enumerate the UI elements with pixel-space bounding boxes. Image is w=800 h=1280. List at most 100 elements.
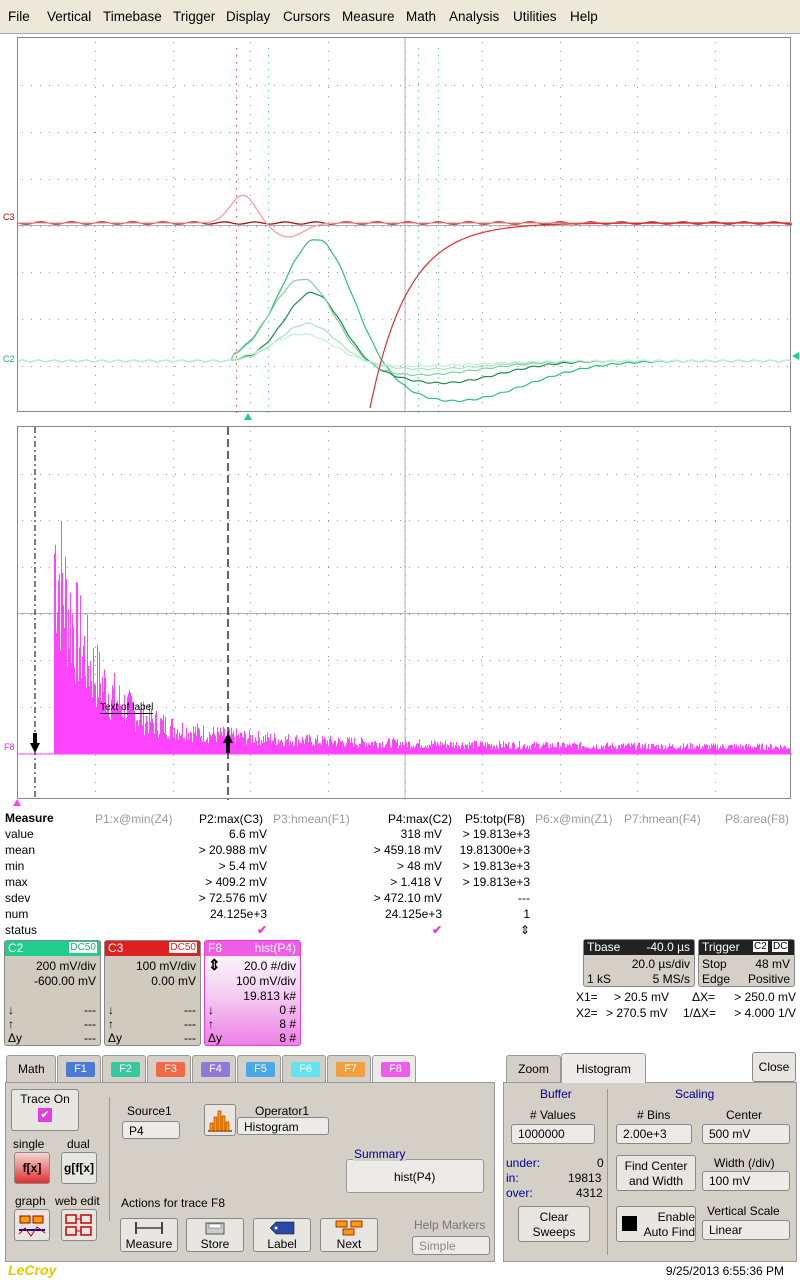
timebase-samples: 1 kS	[587, 972, 612, 986]
menu-utilities[interactable]: Utilities	[513, 9, 557, 24]
f8-descriptor[interactable]: F8 hist(P4) ⇕ 20.0 #/div 100 mV/div 19.8…	[204, 940, 301, 1046]
menu-cursors[interactable]: Cursors	[283, 9, 331, 24]
measure-row-label: status	[5, 923, 38, 937]
measure-header-p8[interactable]: P8:area(F8)	[725, 812, 790, 826]
measure-header-p2[interactable]: P2:max(C3)	[199, 812, 264, 826]
menu-help[interactable]: Help	[570, 9, 598, 24]
vertical-scale-label: Vertical Scale	[707, 1204, 780, 1218]
menu-display[interactable]: Display	[226, 9, 271, 24]
bins-field[interactable]: 2.00e+3	[616, 1124, 692, 1144]
timebase-delay: -40.0 µs	[646, 940, 690, 954]
source1-field[interactable]: P4	[122, 1121, 180, 1139]
dual-function-button[interactable]: g[f[x]	[61, 1152, 97, 1184]
math-tab-f5[interactable]: F5	[237, 1055, 281, 1083]
c2-up: ---	[84, 1017, 96, 1031]
c3-descriptor[interactable]: C3 DC50 100 mV/div 0.00 mV ↓ --- ↑ --- Δ…	[104, 940, 201, 1046]
f8-trace-label[interactable]: F8	[4, 742, 15, 752]
enable-auto-find-button[interactable]: Enable Auto Find	[616, 1206, 696, 1242]
math-tab-f7[interactable]: F7	[327, 1055, 371, 1083]
vertical-scale-field[interactable]: Linear	[702, 1220, 790, 1240]
measure-header-p1[interactable]: P1:x@min(Z4)	[95, 812, 173, 826]
math-tab-f6[interactable]: F6	[282, 1055, 326, 1083]
buffer-label: Buffer	[540, 1087, 572, 1101]
store-button[interactable]: Store	[186, 1218, 244, 1252]
c3-dy: ---	[184, 1031, 196, 1045]
single-label: single	[13, 1137, 45, 1151]
math-setup-panel: Trace On ✔ single dual f[x] g[f[x] graph…	[5, 1082, 495, 1262]
tab-zoom[interactable]: Zoom	[506, 1055, 561, 1083]
tab-histogram-label: Histogram	[576, 1062, 631, 1076]
trigger-time-marker[interactable]	[244, 413, 252, 420]
c2-offset: -600.00 mV	[33, 974, 96, 988]
math-tab-chip: F5	[246, 1062, 275, 1077]
find-center-width-label: Find Center and Width	[624, 1159, 688, 1188]
graph-button[interactable]	[14, 1209, 50, 1241]
measure-header-p3[interactable]: P3:hmean(F1)	[273, 812, 350, 826]
menu-vertical[interactable]: Vertical	[47, 9, 92, 24]
c2-descriptor[interactable]: C2 DC50 200 mV/div -600.00 mV ↓ --- ↑ --…	[4, 940, 101, 1046]
values-field[interactable]: 1000000	[511, 1124, 595, 1144]
menu-bar: File Vertical Timebase Trigger Display Cursor…	[0, 0, 800, 34]
f8-name: F8	[208, 941, 223, 955]
waveform-grid[interactable]	[17, 37, 792, 413]
close-button[interactable]: Close	[752, 1052, 796, 1082]
under-label: under:	[506, 1156, 541, 1170]
f8-vertical-adjust-icon[interactable]: ⇕	[208, 957, 221, 974]
f8-dy: 8 #	[279, 1031, 296, 1045]
measure-header-p6[interactable]: P6:x@min(Z1)	[535, 812, 613, 826]
single-function-button[interactable]: f[x]	[14, 1152, 50, 1184]
menu-file[interactable]: File	[8, 9, 30, 24]
trigger-descriptor[interactable]: Trigger C2 DC Stop 48 mV Edge Positive	[698, 939, 795, 987]
measure-cell: ✔	[431, 923, 442, 937]
math-tab-f8[interactable]: F8	[372, 1055, 416, 1083]
histogram-annotation[interactable]: Text of label	[100, 702, 154, 714]
source1-label: Source1	[127, 1104, 172, 1118]
measure-title[interactable]: Measure	[5, 811, 54, 825]
measure-header-p5[interactable]: P5:totp(F8)	[465, 812, 526, 826]
width-field[interactable]: 100 mV	[702, 1171, 790, 1191]
measure-header-p7[interactable]: P7:hmean(F4)	[624, 812, 701, 826]
measure-cell: > 72.576 mV	[198, 891, 267, 905]
timebase-tdiv: 20.0 µs/div	[631, 957, 690, 971]
f8-func: hist(P4)	[254, 941, 296, 955]
math-tab-f3[interactable]: F3	[147, 1055, 191, 1083]
operator1-label: Operator1	[255, 1104, 310, 1118]
menu-measure[interactable]: Measure	[342, 9, 395, 24]
trace-on-toggle[interactable]: Trace On ✔	[11, 1089, 79, 1131]
tab-histogram[interactable]: Histogram	[561, 1053, 646, 1083]
histogram-bars	[54, 520, 790, 754]
clear-sweeps-button[interactable]: Clear Sweeps	[518, 1206, 590, 1242]
math-tab-f4[interactable]: F4	[192, 1055, 236, 1083]
operator1-field[interactable]: Histogram	[237, 1117, 329, 1135]
measure-button[interactable]: Measure	[120, 1218, 178, 1252]
menu-trigger[interactable]: Trigger	[173, 9, 216, 24]
help-markers-field[interactable]: Simple	[412, 1236, 490, 1255]
measure-table[interactable]: Measure value mean min max sdev num status P1:…	[0, 810, 800, 940]
web-edit-button[interactable]	[61, 1209, 97, 1241]
center-field[interactable]: 500 mV	[702, 1124, 790, 1144]
operator1-icon-button[interactable]	[204, 1104, 236, 1136]
math-tab-f2[interactable]: F2	[102, 1055, 146, 1083]
dual-label: dual	[67, 1137, 90, 1151]
menu-analysis[interactable]: Analysis	[449, 9, 500, 24]
menu-timebase[interactable]: Timebase	[103, 9, 162, 24]
measure-cell: > 1.418 V	[390, 875, 442, 889]
trigger-level-marker[interactable]	[792, 352, 799, 360]
c2-trace-label[interactable]: C2	[3, 354, 15, 364]
histogram-grid[interactable]: Text of label	[17, 426, 792, 800]
measure-cell: > 19.813e+3	[462, 859, 530, 873]
measure-header-p4[interactable]: P4:max(C2)	[388, 812, 453, 826]
c3-down-arrow-icon: ↓	[108, 1003, 114, 1017]
timebase-descriptor[interactable]: Tbase -40.0 µs 20.0 µs/div 1 kS 5 MS/s	[583, 939, 695, 987]
next-button[interactable]: Next	[320, 1218, 378, 1252]
find-center-width-button[interactable]: Find Center and Width	[616, 1155, 696, 1191]
math-tab-f1[interactable]: F1	[57, 1055, 101, 1083]
hist-start-marker[interactable]	[13, 799, 21, 806]
c3-up: ---	[184, 1017, 196, 1031]
graph-icon	[18, 1215, 46, 1237]
c3-trace-label[interactable]: C3	[3, 212, 15, 222]
label-button[interactable]: Label	[253, 1218, 311, 1252]
math-tab-math[interactable]: Math	[6, 1055, 56, 1083]
f8-vscale: 20.0 #/div	[243, 959, 296, 973]
menu-math[interactable]: Math	[406, 9, 437, 24]
